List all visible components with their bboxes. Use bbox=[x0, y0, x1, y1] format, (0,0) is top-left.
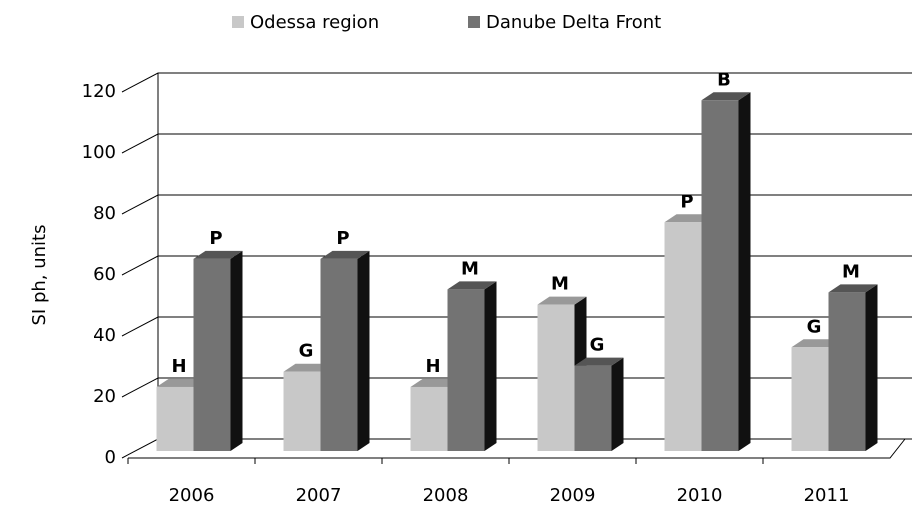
x-tick-label: 2011 bbox=[804, 485, 850, 506]
x-tick-label: 2010 bbox=[677, 485, 723, 506]
bar bbox=[664, 222, 702, 451]
y-tick-label: 120 bbox=[82, 81, 116, 102]
bar bbox=[701, 100, 739, 451]
bar-annotation: G bbox=[299, 341, 314, 362]
bar-side bbox=[865, 284, 878, 451]
bar bbox=[828, 292, 866, 451]
bar-annotation: H bbox=[171, 356, 186, 377]
bar-top bbox=[283, 363, 333, 372]
bar-top bbox=[537, 296, 587, 305]
grid-line bbox=[121, 133, 912, 154]
bar bbox=[537, 304, 575, 451]
bar-annotation: G bbox=[807, 316, 822, 337]
legend-label: Odessa region bbox=[250, 12, 379, 33]
bar-annotation: G bbox=[590, 335, 605, 356]
bar bbox=[156, 386, 194, 451]
bar-top bbox=[791, 339, 841, 348]
bar-annotation: P bbox=[336, 228, 349, 249]
bar-side bbox=[611, 357, 624, 451]
floor bbox=[128, 438, 906, 459]
bar bbox=[447, 289, 485, 451]
y-tick-label: 40 bbox=[93, 325, 116, 346]
y-tick-label: 60 bbox=[93, 264, 116, 285]
bar-annotation: P bbox=[209, 228, 222, 249]
bar-top bbox=[447, 281, 497, 290]
bar-side bbox=[738, 92, 751, 451]
bar-top bbox=[320, 250, 370, 259]
bar bbox=[410, 386, 448, 451]
legend-swatch bbox=[468, 16, 480, 28]
bar bbox=[283, 371, 321, 451]
bar-annotation: P bbox=[680, 191, 693, 212]
grid-line bbox=[121, 194, 912, 215]
bar bbox=[791, 347, 829, 451]
bar-annotation: M bbox=[842, 261, 860, 282]
bar-annotation: M bbox=[551, 274, 569, 295]
y-tick-label: 100 bbox=[82, 142, 116, 163]
bar-top bbox=[828, 284, 878, 293]
x-tick-label: 2006 bbox=[169, 485, 215, 506]
y-tick-label: 80 bbox=[93, 203, 116, 224]
bar-annotation: B bbox=[717, 69, 731, 90]
bar-side bbox=[484, 281, 497, 451]
bar bbox=[193, 258, 231, 451]
x-tick-label: 2008 bbox=[423, 485, 469, 506]
bar-top bbox=[664, 214, 714, 223]
bar bbox=[320, 258, 358, 451]
y-axis-label: SI ph, units bbox=[29, 225, 50, 326]
bar-top bbox=[193, 250, 243, 259]
bar-top bbox=[701, 92, 751, 101]
bar-annotation: M bbox=[461, 258, 479, 279]
bar-top bbox=[156, 378, 206, 387]
bar-annotation: H bbox=[425, 356, 440, 377]
bar-top bbox=[574, 357, 624, 366]
bar-top bbox=[410, 378, 460, 387]
y-tick-label: 0 bbox=[105, 447, 116, 468]
x-tick-label: 2007 bbox=[296, 485, 342, 506]
bar-side bbox=[357, 250, 370, 451]
legend-label: Danube Delta Front bbox=[486, 12, 661, 33]
y-tick-label: 20 bbox=[93, 386, 116, 407]
legend-swatch bbox=[232, 16, 244, 28]
x-tick-label: 2009 bbox=[550, 485, 596, 506]
bar-side bbox=[230, 250, 243, 451]
bar bbox=[574, 365, 612, 451]
grid-line bbox=[121, 72, 912, 93]
